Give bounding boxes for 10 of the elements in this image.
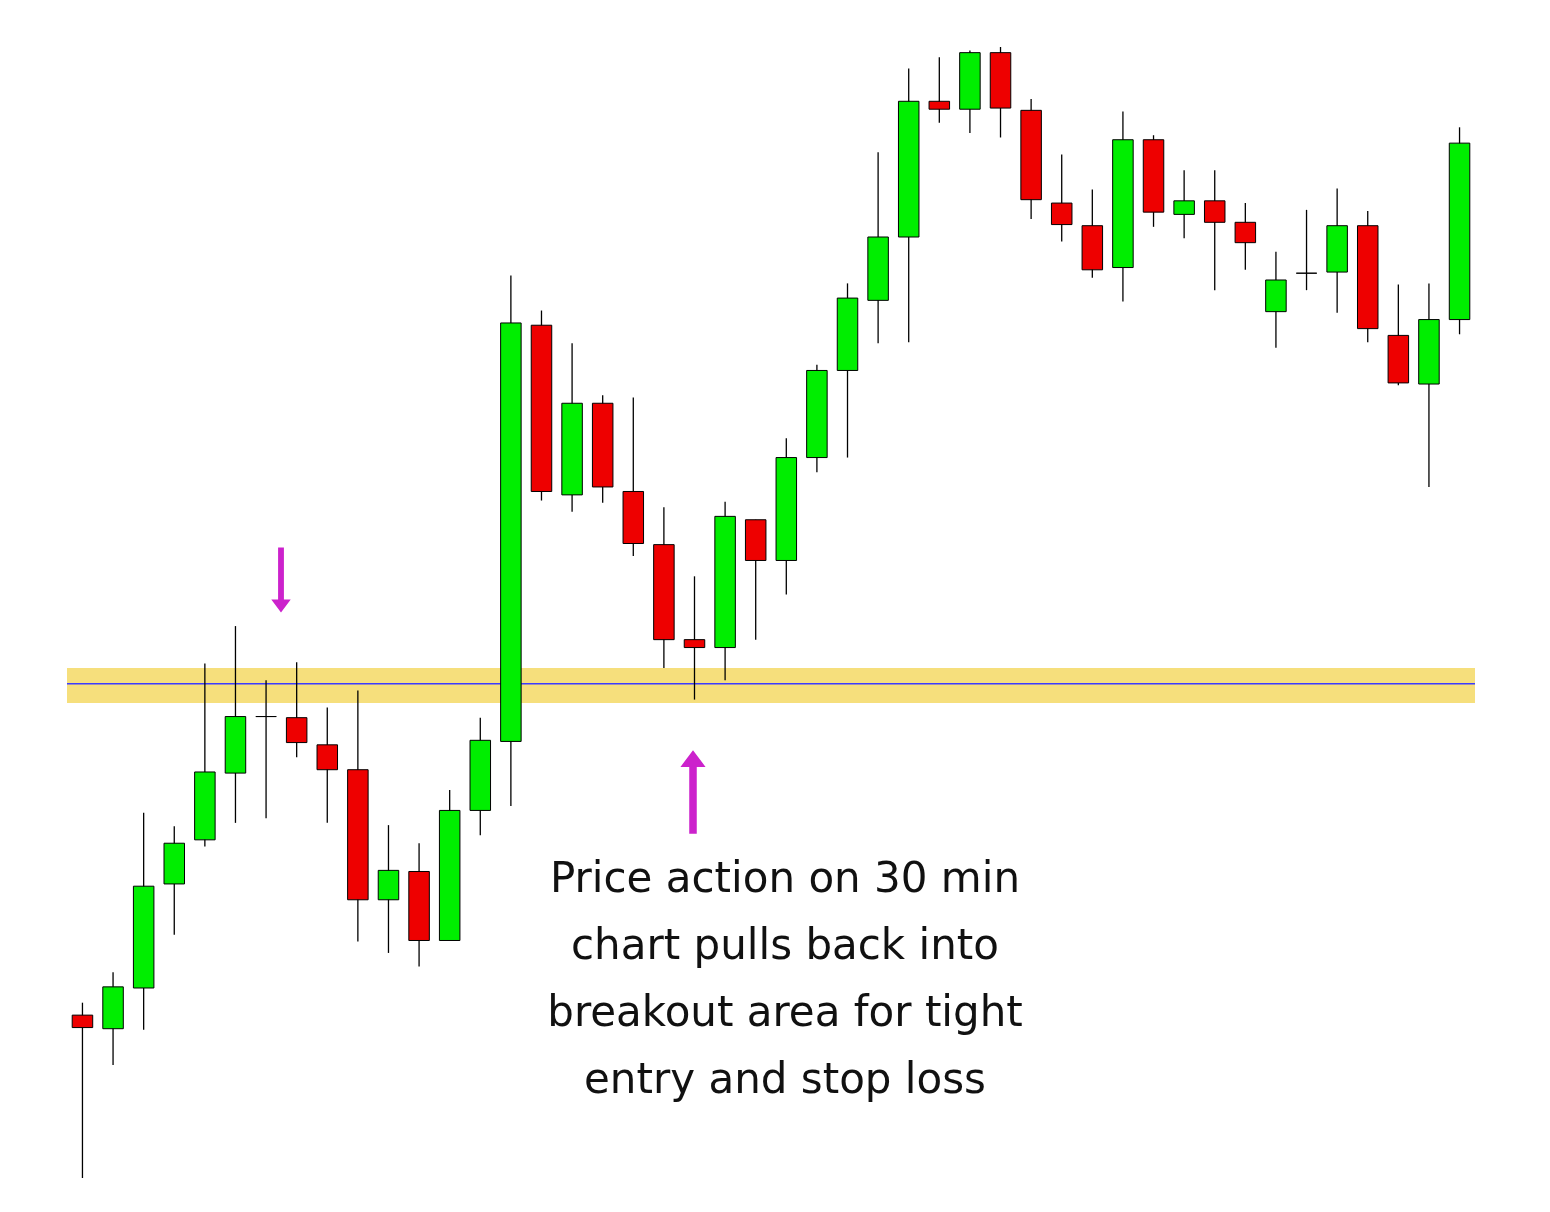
candlestick (1234, 202, 1257, 271)
candlestick (683, 575, 706, 701)
candlestick (1295, 209, 1318, 291)
candlestick (1173, 169, 1195, 239)
annotation: Price action on 30 min chart pulls back into breakout area for tight entry and stop loss (547, 853, 1023, 1103)
candlestick (1050, 153, 1073, 243)
candlestick (928, 56, 951, 124)
candlestick (255, 679, 277, 819)
candlestick (1203, 169, 1226, 291)
candlestick (71, 1002, 94, 1179)
